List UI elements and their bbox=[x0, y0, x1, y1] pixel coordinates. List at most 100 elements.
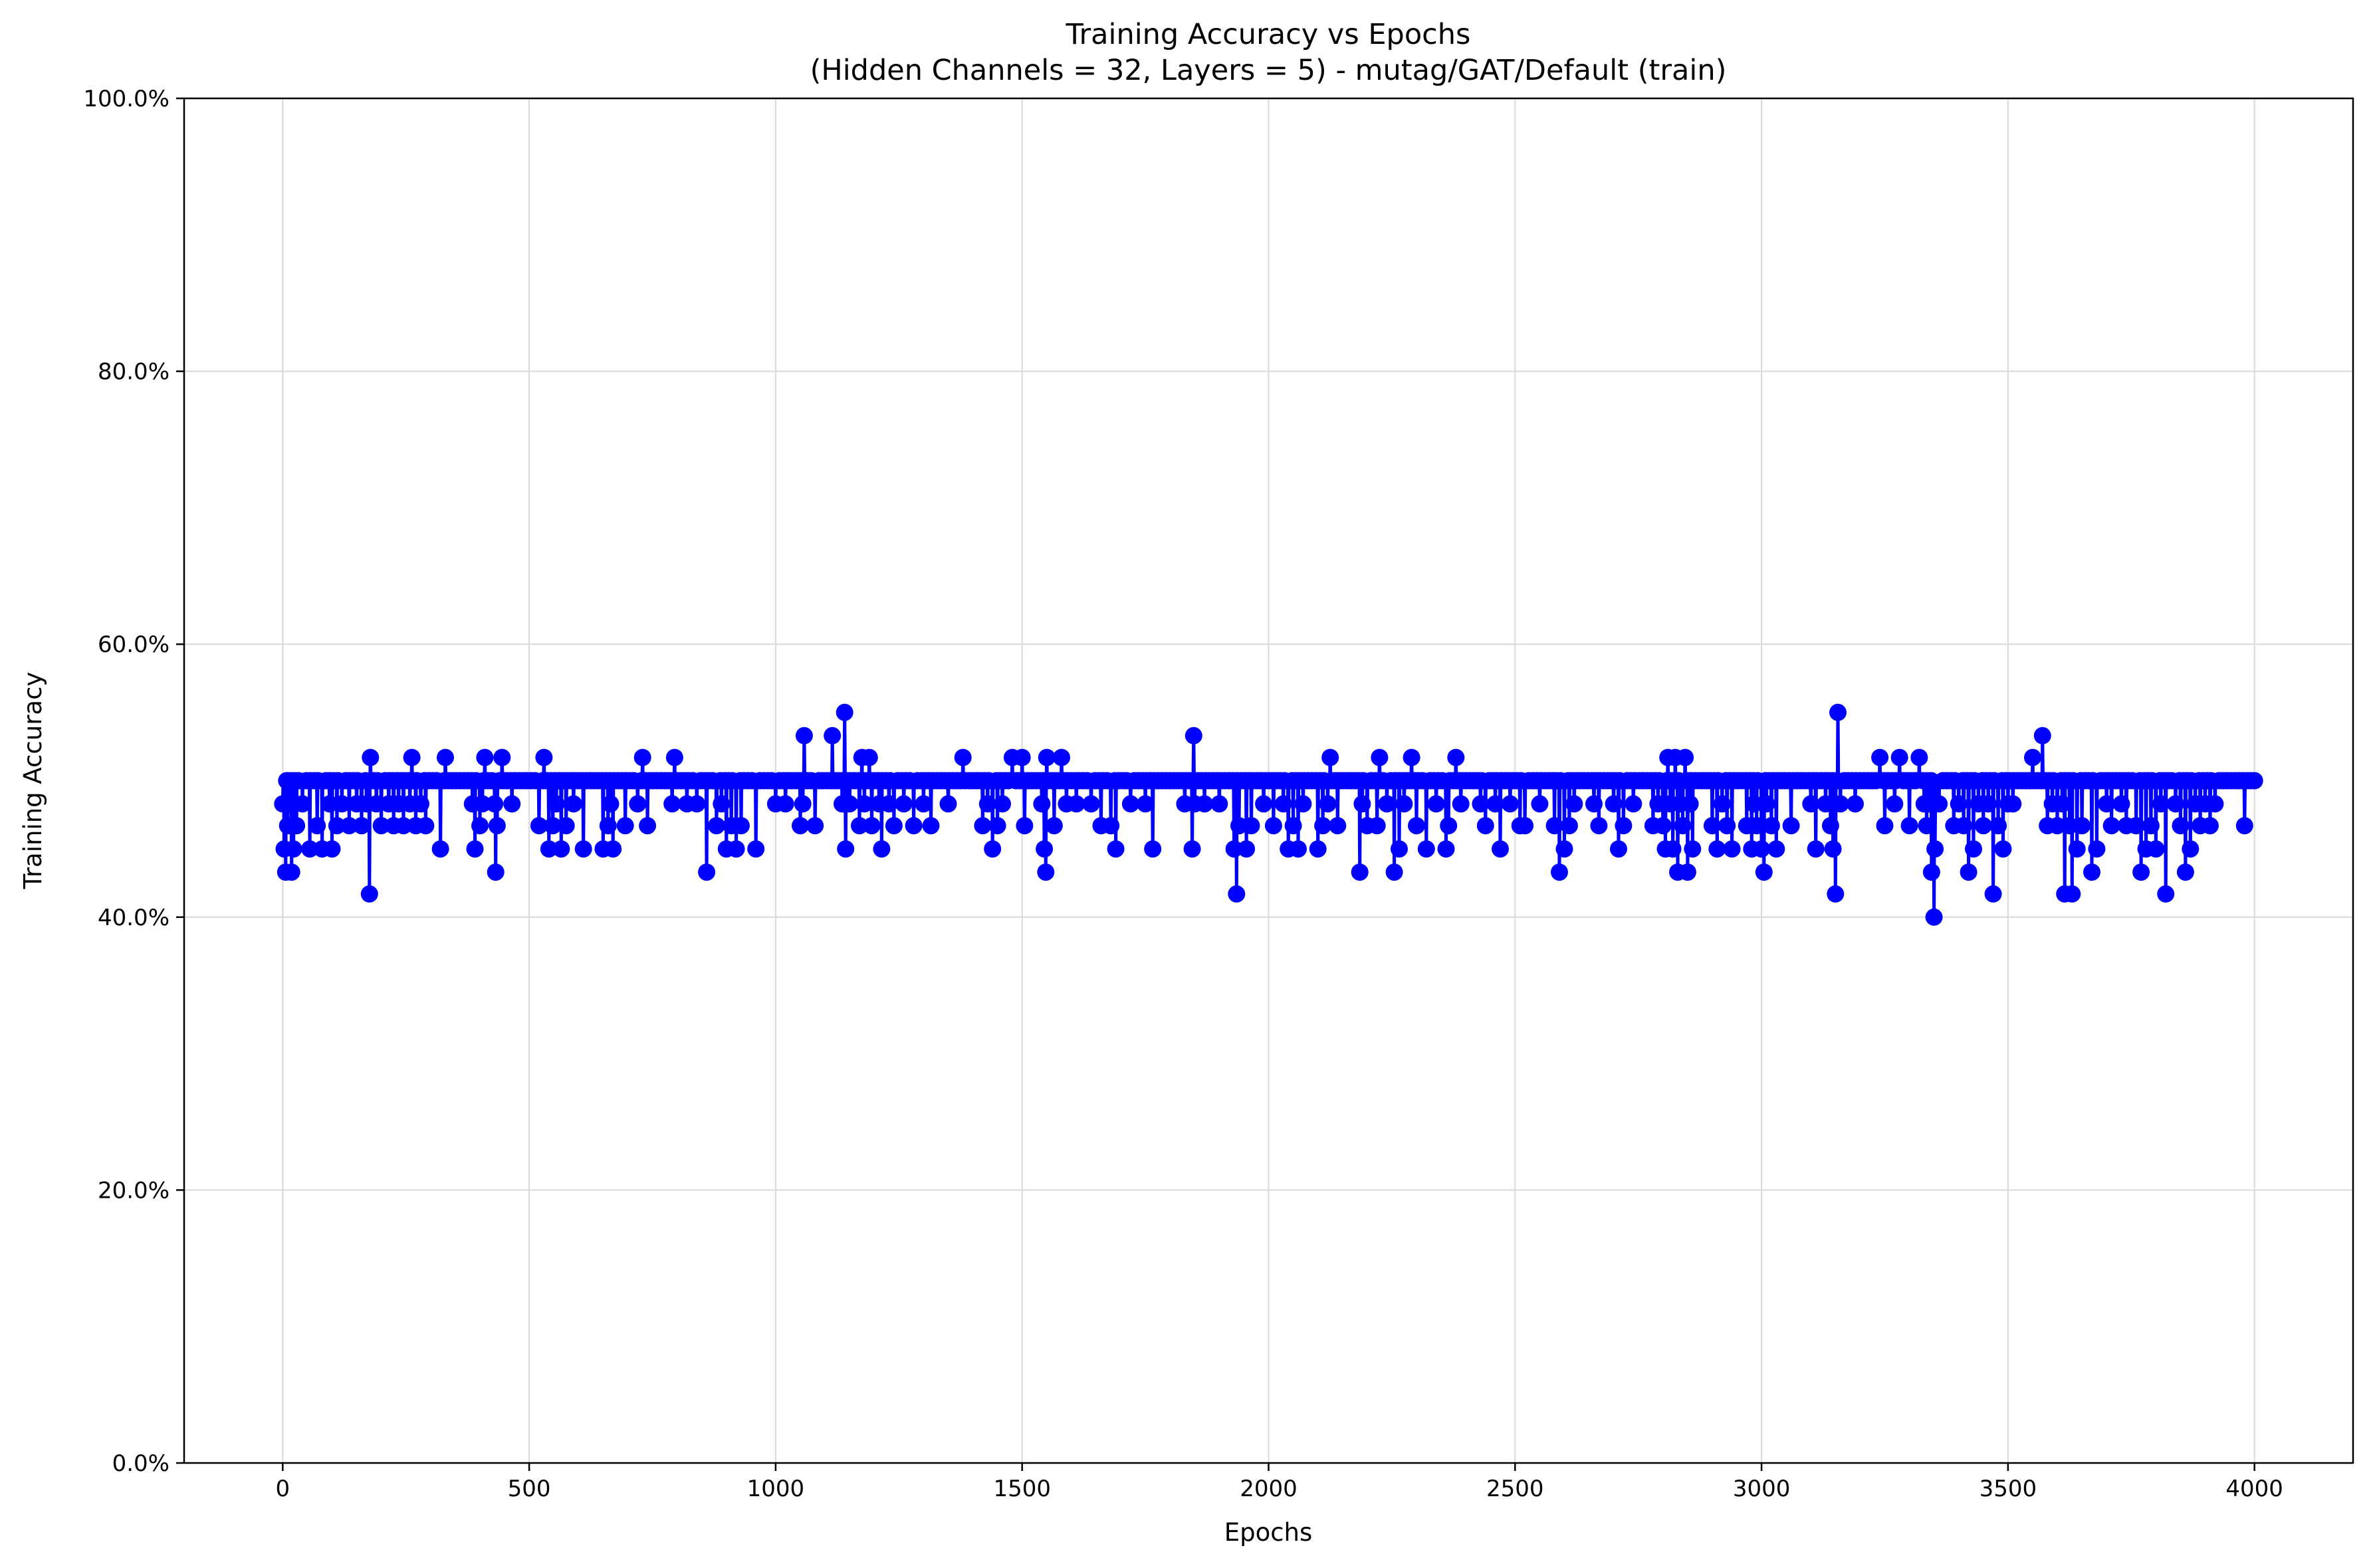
data-point bbox=[564, 795, 582, 813]
data-point bbox=[616, 817, 634, 835]
data-point bbox=[1746, 795, 1763, 813]
data-point bbox=[1703, 817, 1721, 835]
data-point bbox=[873, 840, 891, 858]
data-point bbox=[698, 863, 716, 881]
data-point bbox=[1708, 840, 1726, 858]
data-point bbox=[1684, 840, 1702, 858]
data-point bbox=[1965, 840, 1982, 858]
data-point bbox=[1321, 748, 1339, 766]
data-point bbox=[1674, 817, 1692, 835]
data-point bbox=[1605, 795, 1623, 813]
data-point bbox=[1351, 863, 1369, 881]
data-point bbox=[1353, 795, 1371, 813]
data-point bbox=[1378, 795, 1396, 813]
y-tick-label: 60.0% bbox=[98, 631, 170, 658]
data-point bbox=[1974, 817, 1992, 835]
data-point bbox=[1371, 748, 1389, 766]
data-point bbox=[915, 795, 933, 813]
data-point bbox=[2127, 817, 2145, 835]
data-point bbox=[885, 817, 903, 835]
data-point bbox=[2245, 772, 2263, 790]
data-point bbox=[2201, 817, 2219, 835]
data-point bbox=[1447, 748, 1465, 766]
data-point bbox=[1013, 748, 1031, 766]
data-point bbox=[994, 795, 1011, 813]
data-point bbox=[1242, 817, 1260, 835]
y-tick-label: 20.0% bbox=[98, 1177, 170, 1204]
data-point bbox=[1926, 840, 1944, 858]
data-point bbox=[1427, 795, 1445, 813]
data-point bbox=[1238, 840, 1256, 858]
data-point bbox=[2206, 795, 2224, 813]
data-point bbox=[1403, 748, 1420, 766]
data-point bbox=[503, 795, 521, 813]
data-point bbox=[2176, 863, 2194, 881]
data-point bbox=[629, 795, 647, 813]
data-point bbox=[1284, 817, 1302, 835]
data-point bbox=[1681, 795, 1699, 813]
data-point bbox=[1501, 795, 1519, 813]
data-point bbox=[1817, 795, 1835, 813]
data-point bbox=[2073, 817, 2091, 835]
data-point bbox=[1531, 795, 1549, 813]
data-point bbox=[281, 795, 298, 813]
data-point bbox=[665, 748, 683, 766]
data-point bbox=[1255, 795, 1273, 813]
data-point bbox=[1767, 840, 1785, 858]
data-point bbox=[1294, 795, 1312, 813]
data-point bbox=[2167, 795, 2184, 813]
data-point bbox=[294, 795, 311, 813]
data-point bbox=[473, 795, 491, 813]
data-point bbox=[1319, 795, 1337, 813]
data-point bbox=[395, 817, 412, 835]
data-point bbox=[1762, 817, 1780, 835]
data-point bbox=[1395, 795, 1413, 813]
data-point bbox=[1802, 795, 1820, 813]
data-point bbox=[1068, 795, 1085, 813]
data-point bbox=[1827, 885, 1845, 903]
data-point bbox=[792, 817, 809, 835]
data-point bbox=[836, 703, 853, 721]
data-point bbox=[2132, 863, 2150, 881]
data-point bbox=[733, 817, 750, 835]
data-point bbox=[2152, 795, 2170, 813]
data-point bbox=[1625, 795, 1642, 813]
data-point bbox=[1309, 840, 1327, 858]
data-point bbox=[323, 840, 341, 858]
data-point bbox=[1930, 795, 1948, 813]
data-point bbox=[2004, 795, 2022, 813]
data-point bbox=[713, 795, 731, 813]
y-tick-label: 100.0% bbox=[83, 86, 170, 112]
data-point bbox=[863, 817, 881, 835]
data-point bbox=[1144, 840, 1162, 858]
data-point bbox=[1225, 840, 1243, 858]
data-point bbox=[1922, 772, 1940, 790]
data-point bbox=[1440, 817, 1458, 835]
data-point bbox=[2182, 840, 2200, 858]
data-point bbox=[795, 727, 813, 744]
data-point bbox=[466, 840, 484, 858]
data-point bbox=[412, 795, 429, 813]
y-axis-label: Training Accuracy bbox=[19, 672, 47, 890]
data-point bbox=[988, 817, 1006, 835]
data-point bbox=[851, 817, 868, 835]
data-point bbox=[372, 817, 390, 835]
data-point bbox=[362, 748, 380, 766]
data-point bbox=[544, 817, 562, 835]
data-point bbox=[855, 795, 873, 813]
data-point bbox=[633, 748, 651, 766]
data-point bbox=[1585, 795, 1603, 813]
x-tick-label: 0 bbox=[275, 1476, 290, 1502]
data-point bbox=[1590, 817, 1608, 835]
data-point bbox=[895, 795, 913, 813]
data-point bbox=[1886, 795, 1904, 813]
data-point bbox=[639, 817, 657, 835]
data-point bbox=[1876, 817, 1894, 835]
data-point bbox=[1472, 795, 1490, 813]
data-point bbox=[1038, 748, 1056, 766]
data-point bbox=[1492, 840, 1509, 858]
data-point bbox=[1053, 748, 1070, 766]
data-point bbox=[1676, 748, 1694, 766]
data-point bbox=[1807, 840, 1825, 858]
data-point bbox=[1036, 840, 1054, 858]
